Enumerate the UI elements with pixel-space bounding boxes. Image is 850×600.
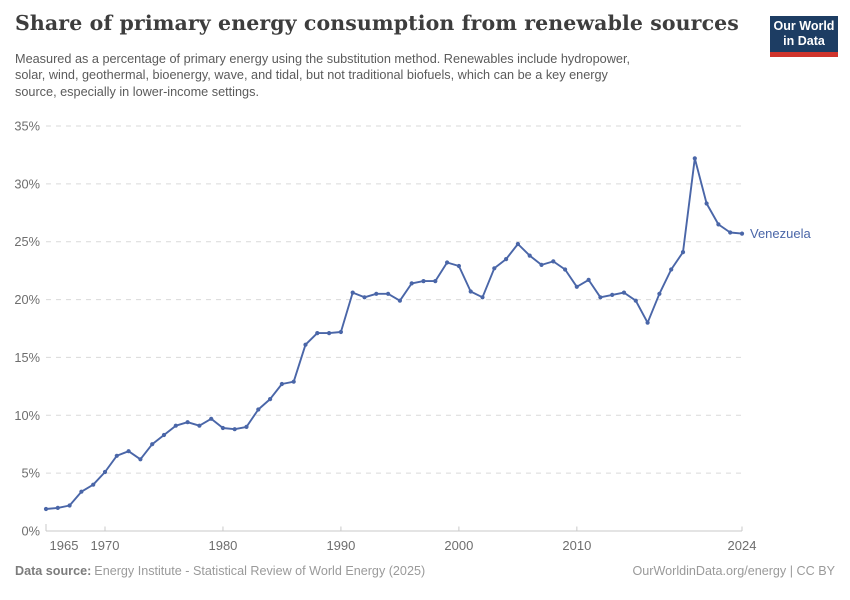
data-point-marker[interactable] [55,505,60,510]
x-axis-label: 1970 [91,538,120,553]
data-point-marker[interactable] [574,284,579,289]
data-point-marker[interactable] [716,222,721,227]
data-source-text: Energy Institute - Statistical Review of… [94,564,426,578]
y-axis-label: 10% [14,408,40,423]
data-point-marker[interactable] [303,342,308,347]
data-point-marker[interactable] [692,156,697,161]
data-point-marker[interactable] [209,416,214,421]
data-point-marker[interactable] [610,292,615,297]
owid-logo-red-bar [770,52,838,57]
data-point-marker[interactable] [586,277,591,282]
data-point-marker[interactable] [445,260,450,265]
data-source-label: Data source: [15,564,92,578]
data-point-marker[interactable] [374,291,379,296]
data-point-marker[interactable] [680,250,686,255]
data-point-marker[interactable] [397,298,402,303]
y-axis-label: 25% [14,234,40,249]
series-end-label[interactable]: Venezuela [750,226,811,241]
data-point-marker[interactable] [291,379,296,384]
data-point-marker[interactable] [669,267,674,272]
data-point-marker[interactable] [350,290,355,295]
owid-logo-line1: Our World [773,19,835,33]
data-point-marker[interactable] [598,295,603,300]
data-point-marker[interactable] [515,241,521,247]
data-point-marker[interactable] [657,291,662,296]
data-source-note: Data source: Energy Institute - Statistic… [15,564,425,578]
data-point-marker[interactable] [185,420,190,425]
data-point-marker[interactable] [220,425,225,431]
data-point-marker[interactable] [563,267,568,272]
x-axis-label: 2000 [444,538,473,553]
x-axis-label: 1990 [326,538,355,553]
owid-footer-link[interactable]: OurWorldinData.org/energy | CC BY [632,564,835,578]
data-point-marker[interactable] [244,424,249,429]
data-point-marker[interactable] [362,295,367,300]
data-point-marker[interactable] [468,289,473,294]
x-axis-label: 2024 [728,538,757,553]
data-point-marker[interactable] [492,266,497,271]
data-point-marker[interactable] [67,503,72,508]
data-point-marker[interactable] [480,295,485,300]
data-point-marker[interactable] [114,453,119,458]
data-point-marker[interactable] [645,320,650,325]
x-axis-label: 1980 [208,538,237,553]
data-point-marker[interactable] [633,298,638,303]
chart-footer: Data source: Energy Institute - Statistic… [15,564,835,578]
data-point-marker[interactable] [327,331,332,336]
data-point-marker[interactable] [527,253,532,258]
trend-line[interactable] [45,157,743,510]
x-axis-label: 1965 [50,538,79,553]
y-axis-label: 0% [22,524,41,539]
data-point-marker[interactable] [728,230,733,235]
data-point-marker[interactable] [386,291,391,296]
y-axis-label: 5% [22,466,41,481]
owid-logo[interactable]: Our World in Data [770,16,838,57]
data-point-marker[interactable] [621,290,627,295]
data-point-marker[interactable] [197,423,202,428]
data-point-marker[interactable] [739,231,745,236]
data-point-marker[interactable] [456,263,461,269]
data-point-marker[interactable] [433,279,438,284]
chart-subtitle: Measured as a percentage of primary ener… [15,51,760,100]
owid-logo-text: Our World in Data [770,16,838,52]
data-point-marker[interactable] [421,279,426,284]
data-point-marker[interactable] [256,407,261,412]
data-point-marker[interactable] [504,257,509,262]
data-point-marker[interactable] [551,259,556,264]
data-point-marker[interactable] [338,329,343,335]
data-point-marker[interactable] [232,427,237,432]
data-point-marker[interactable] [126,449,131,454]
data-point-marker[interactable] [102,469,108,475]
y-axis-label: 20% [14,292,40,307]
data-point-marker[interactable] [268,397,273,402]
y-axis-label: 35% [14,119,40,134]
data-point-marker[interactable] [539,262,544,267]
data-point-marker[interactable] [279,381,284,387]
owid-logo-line2: in Data [783,33,825,48]
subtitle-line: solar, wind, geothermal, bioenergy, wave… [15,68,608,83]
y-axis-label: 15% [14,350,40,365]
data-point-marker[interactable] [43,506,49,512]
data-point-marker[interactable] [91,482,96,487]
subtitle-line: source, especially in lower-income setti… [15,84,259,99]
data-point-marker[interactable] [704,201,709,206]
x-axis-label: 2010 [562,538,591,553]
chart-title: Share of primary energy consumption from… [15,11,739,35]
data-point-marker[interactable] [315,331,320,336]
data-point-marker[interactable] [173,423,178,428]
data-point-marker[interactable] [161,432,167,438]
data-point-marker[interactable] [150,442,155,447]
y-axis-label: 30% [14,176,40,191]
subtitle-line: Measured as a percentage of primary ener… [15,52,630,66]
data-point-marker[interactable] [138,457,143,462]
data-point-marker[interactable] [409,281,414,286]
data-point-marker[interactable] [79,489,84,494]
